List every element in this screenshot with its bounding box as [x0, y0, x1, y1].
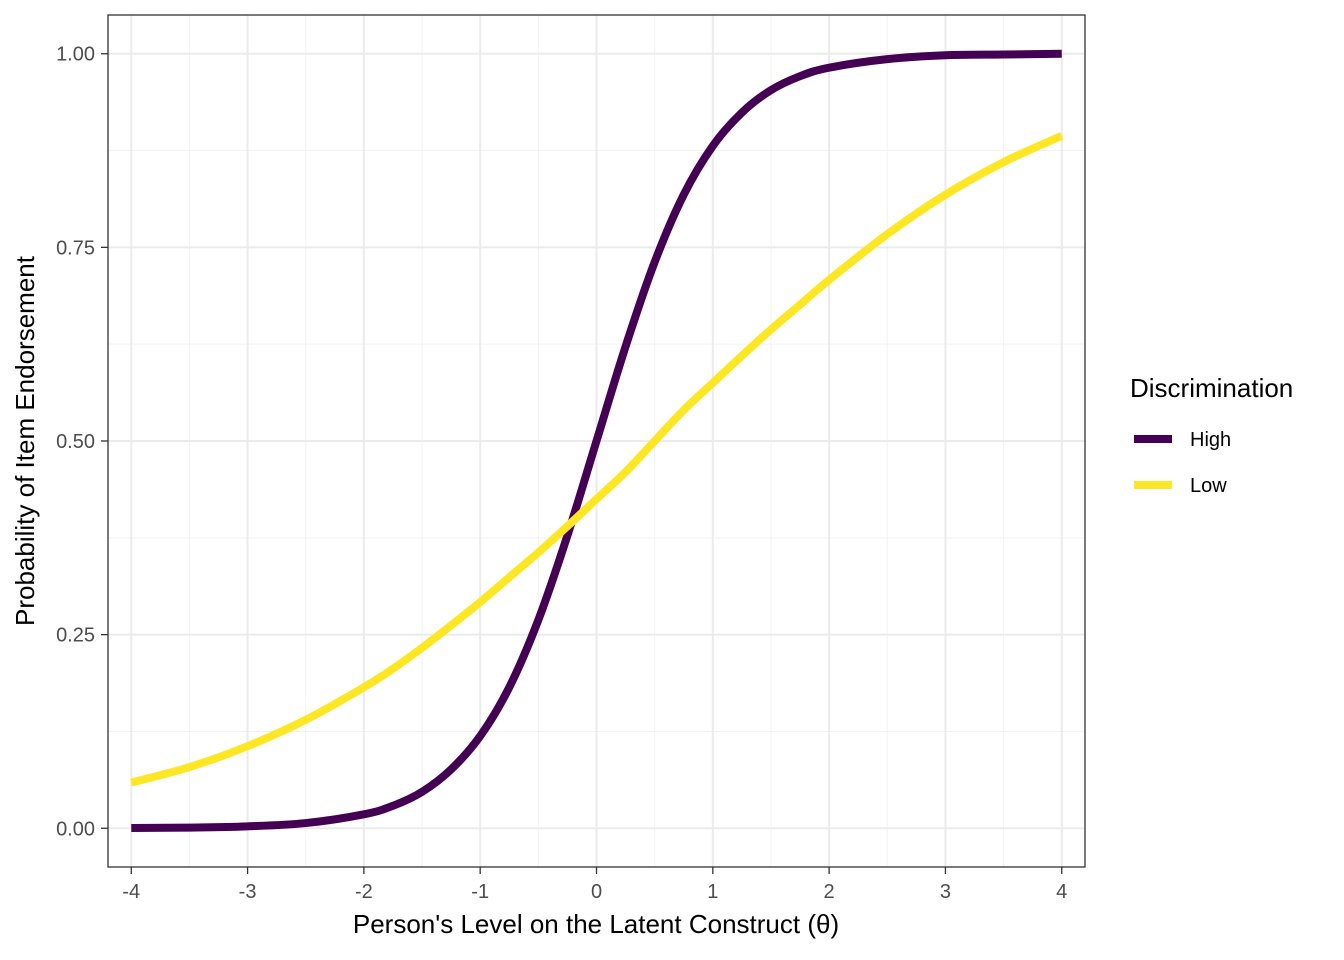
x-tick-label: -1: [471, 881, 489, 903]
x-tick-label: 0: [591, 881, 602, 903]
y-tick-label: 1.00: [56, 44, 95, 66]
x-tick-label: 3: [940, 881, 951, 903]
x-tick-label: 2: [824, 881, 835, 903]
series-line-high: [131, 49, 1062, 833]
series-layer: [130, 49, 1064, 833]
legend-title: Discrimination: [1130, 373, 1293, 403]
x-tick-label: 4: [1056, 881, 1067, 903]
legend-items: High Low: [1134, 429, 1231, 497]
x-tick-label: -3: [239, 881, 257, 903]
x-tick-label: 1: [707, 881, 718, 903]
series-line-low: [130, 132, 1064, 787]
y-axis: 0.00 0.25 0.50 0.75 1.00: [56, 44, 108, 840]
y-tick-label: 0.50: [56, 431, 95, 453]
y-tick-label: 0.25: [56, 625, 95, 647]
x-tick-label: -4: [122, 881, 140, 903]
x-axis: -4 -3 -2 -1 0 1 2 3 4: [122, 867, 1067, 903]
y-tick-label: 0.00: [56, 818, 95, 840]
x-axis-title: Person's Level on the Latent Construct (…: [353, 909, 839, 939]
legend-label-high: High: [1190, 429, 1231, 451]
y-tick-label: 0.75: [56, 237, 95, 259]
legend: Discrimination High Low: [1130, 373, 1293, 497]
x-tick-label: -2: [355, 881, 373, 903]
y-axis-title: Probability of Item Endorsement: [10, 255, 40, 626]
legend-label-low: Low: [1190, 475, 1227, 497]
